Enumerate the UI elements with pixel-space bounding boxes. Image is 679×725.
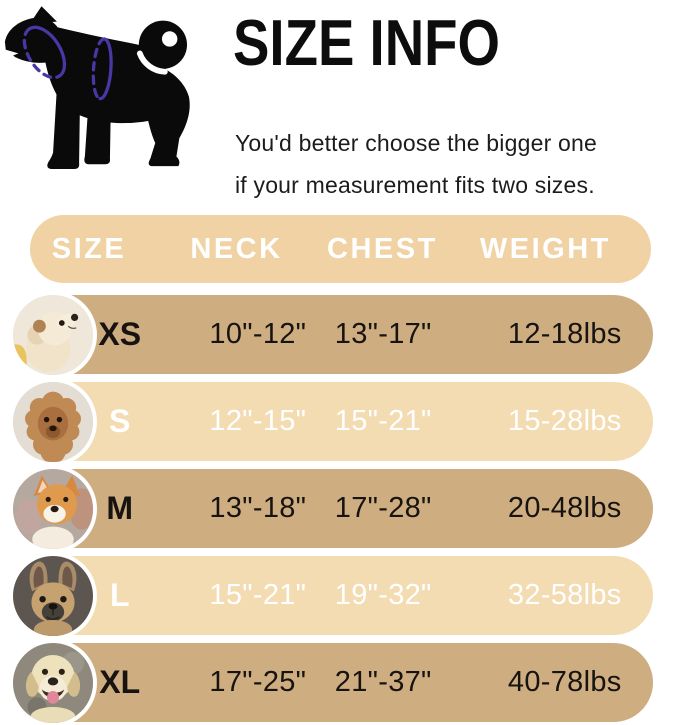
neck-cell: 15"-21" bbox=[209, 579, 307, 611]
size-row-l: L 15"-21" 19"-32" 32-58lbs bbox=[0, 551, 679, 640]
weight-cell: 12-18lbs bbox=[507, 318, 622, 350]
dog-photo-image bbox=[13, 556, 93, 636]
size-advice-text: You'd better choose the bigger one if yo… bbox=[235, 122, 597, 206]
size-advice-line1: You'd better choose the bigger one bbox=[235, 130, 598, 156]
size-row-s: S 12"-15" 15"-21" 15-28lbs bbox=[0, 377, 679, 466]
chest-cell: 21"-37" bbox=[334, 666, 432, 698]
neck-cell: 17"-25" bbox=[209, 666, 307, 698]
column-header-chest: CHEST bbox=[327, 232, 438, 265]
dog-photo-image bbox=[13, 469, 93, 549]
row-pill: M 13"-18" 17"-28" 20-48lbs bbox=[30, 469, 653, 548]
column-header-size: SIZE bbox=[51, 232, 127, 265]
size-cell: XS bbox=[98, 316, 142, 352]
size-row-xs: XS 10"-12" 13"-17" 12-18lbs bbox=[0, 290, 679, 379]
dog-photo-image bbox=[13, 382, 93, 462]
hero-section: SIZE INFO You'd better choose the bigger… bbox=[0, 0, 679, 215]
weight-cell: 40-78lbs bbox=[507, 666, 622, 698]
dog-photo-image bbox=[13, 295, 93, 375]
page-title: SIZE INFO bbox=[233, 6, 500, 79]
pomeranian-photo bbox=[9, 290, 97, 379]
neck-measure-ring-icon bbox=[22, 25, 67, 80]
labrador-photo bbox=[9, 638, 97, 725]
size-table-header-row: SIZE NECK CHEST WEIGHT bbox=[30, 215, 651, 283]
neck-cell: 12"-15" bbox=[209, 405, 307, 437]
chest-cell: 15"-21" bbox=[334, 405, 432, 437]
size-chart-table: SIZE NECK CHEST WEIGHT XS 10"-12" 13"-17… bbox=[0, 215, 679, 725]
size-cell: L bbox=[109, 577, 130, 613]
size-table-rows: XS 10"-12" 13"-17" 12-18lbs S 12"-15" 15… bbox=[0, 290, 679, 725]
column-header-weight: WEIGHT bbox=[479, 232, 611, 265]
chest-cell: 13"-17" bbox=[334, 318, 432, 350]
weight-cell: 15-28lbs bbox=[507, 405, 622, 437]
row-pill: XL 17"-25" 21"-37" 40-78lbs bbox=[30, 643, 653, 722]
weight-cell: 20-48lbs bbox=[507, 492, 622, 524]
neck-cell: 13"-18" bbox=[209, 492, 307, 524]
dog-measurement-diagram-icon bbox=[2, 6, 190, 170]
row-pill: XS 10"-12" 13"-17" 12-18lbs bbox=[30, 295, 653, 374]
row-pill: L 15"-21" 19"-32" 32-58lbs bbox=[30, 556, 653, 635]
row-pill: S 12"-15" 15"-21" 15-28lbs bbox=[30, 382, 653, 461]
shiba-photo bbox=[9, 464, 97, 553]
size-cell: M bbox=[106, 490, 134, 526]
size-cell: XL bbox=[99, 664, 141, 700]
size-cell: S bbox=[109, 403, 131, 439]
size-row-m: M 13"-18" 17"-28" 20-48lbs bbox=[0, 464, 679, 553]
chest-cell: 19"-32" bbox=[334, 579, 432, 611]
dog-photo-image bbox=[13, 643, 93, 723]
weight-cell: 32-58lbs bbox=[507, 579, 622, 611]
size-row-xl: XL 17"-25" 21"-37" 40-78lbs bbox=[0, 638, 679, 725]
size-advice-line2: if your measurement fits two sizes. bbox=[235, 172, 595, 198]
chest-measure-ring-icon bbox=[91, 37, 113, 101]
frenchie-photo bbox=[9, 551, 97, 640]
chest-cell: 17"-28" bbox=[334, 492, 432, 524]
column-header-neck: NECK bbox=[190, 232, 283, 265]
poodle-photo bbox=[9, 377, 97, 466]
neck-cell: 10"-12" bbox=[209, 318, 307, 350]
